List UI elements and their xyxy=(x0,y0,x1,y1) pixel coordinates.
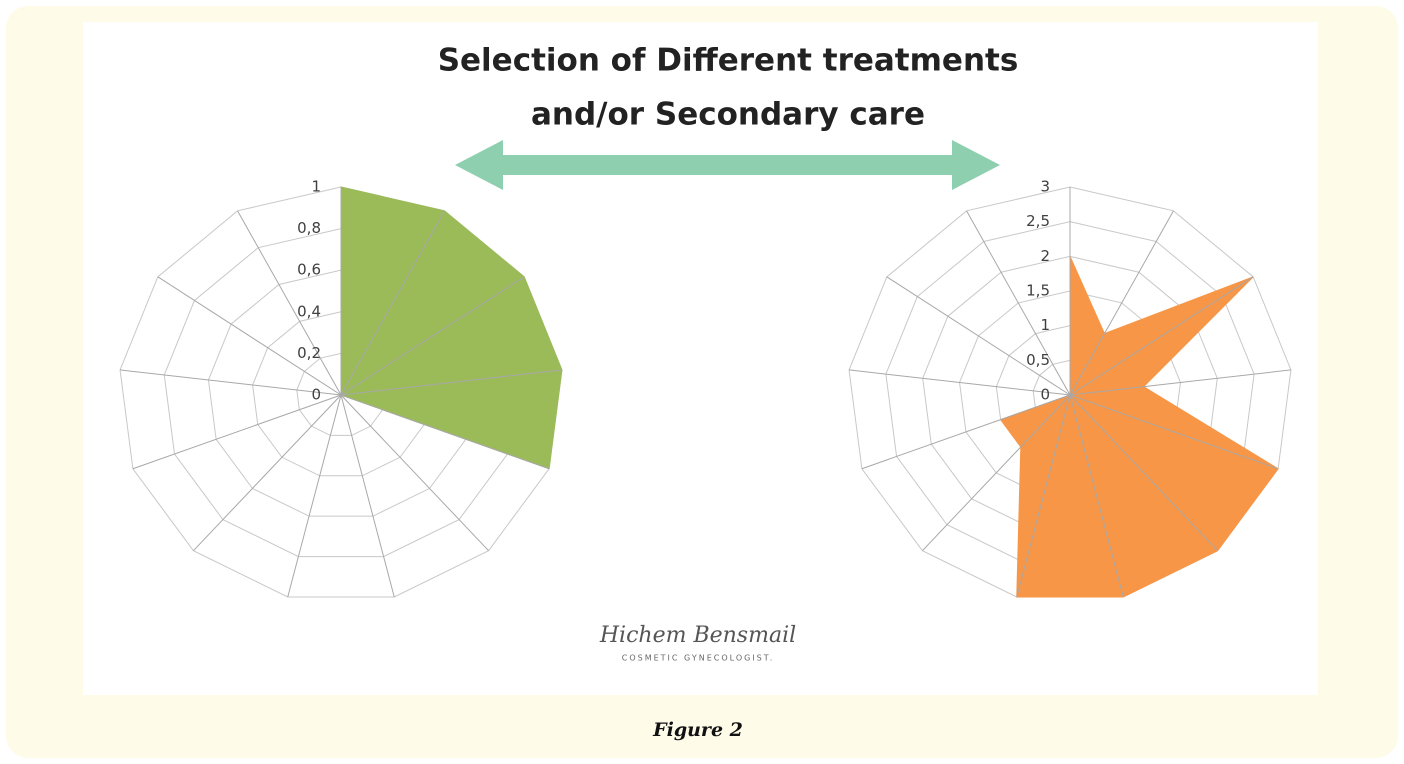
double-arrow xyxy=(455,140,1000,190)
logo-name: Hichem Bensmail xyxy=(599,623,796,648)
caption: Figure 2 xyxy=(652,719,743,741)
spoke xyxy=(340,394,550,470)
spoke xyxy=(120,369,342,396)
spoke xyxy=(1069,394,1218,552)
spoke xyxy=(1069,369,1291,396)
tick-label: 0,4 xyxy=(297,302,321,320)
spoke xyxy=(886,276,1071,396)
spoke xyxy=(340,210,445,396)
spoke xyxy=(1069,276,1254,396)
spoke xyxy=(157,276,342,396)
spoke xyxy=(237,210,342,396)
spoke xyxy=(1069,394,1279,470)
title-line: and/or Secondary care xyxy=(531,97,925,133)
spoke xyxy=(1069,210,1174,396)
spoke xyxy=(132,394,342,470)
logo-tagline: COSMETIC GYNECOLOGIST. xyxy=(622,654,775,663)
tick-label: 1 xyxy=(311,178,321,196)
tick-label: 1 xyxy=(1040,316,1050,334)
spoke xyxy=(287,394,342,598)
tick-label: 1,5 xyxy=(1026,282,1050,300)
tick-label: 0 xyxy=(1040,386,1050,404)
tick-label: 3 xyxy=(1040,178,1050,196)
spoke xyxy=(340,369,562,396)
tick-label: 0 xyxy=(311,386,321,404)
spoke xyxy=(849,369,1071,396)
tick-label: 0,2 xyxy=(297,344,321,362)
title-line: Selection of Different treatments xyxy=(438,43,1019,79)
spoke xyxy=(340,394,489,552)
spoke xyxy=(193,394,342,552)
tick-label: 2,5 xyxy=(1026,212,1050,230)
tick-label: 0,5 xyxy=(1026,351,1050,369)
spoke xyxy=(922,394,1071,552)
spoke xyxy=(1069,394,1124,598)
tick-label: 2 xyxy=(1040,247,1050,265)
tick-label: 0,8 xyxy=(297,219,321,237)
tick-label: 0,6 xyxy=(297,261,321,279)
spoke xyxy=(340,276,525,396)
spoke xyxy=(861,394,1071,470)
spoke xyxy=(340,394,395,598)
spoke xyxy=(966,210,1071,396)
spoke xyxy=(1016,394,1071,598)
